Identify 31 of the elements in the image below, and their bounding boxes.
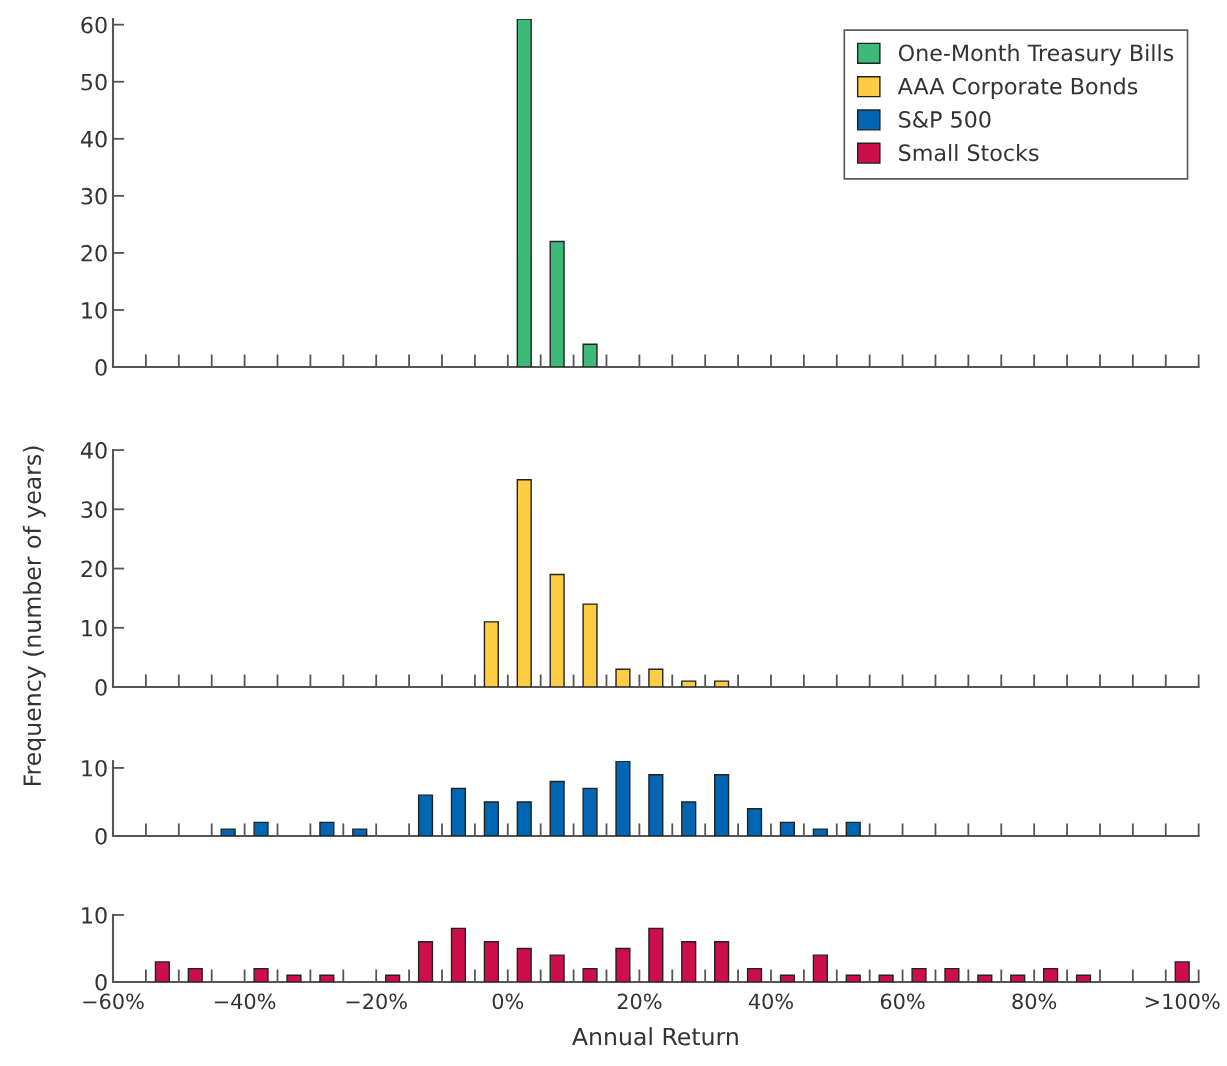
x-tick-label: >100%: [1145, 993, 1220, 1010]
legend-label: Small Stocks: [899, 143, 1039, 162]
y-tick-label: 0: [95, 973, 107, 991]
y-tick-label: 10: [82, 301, 107, 319]
y-tick-label: 10: [82, 759, 107, 777]
y-tick-label: 20: [81, 560, 107, 578]
y-tick-label: 30: [81, 187, 107, 205]
legend-label: AAA Corporate Bonds: [897, 77, 1138, 99]
y-axis-title: Frequency (number of years): [22, 446, 46, 786]
x-tick-label: 40%: [748, 993, 793, 1010]
y-tick-label: 40: [80, 442, 107, 459]
legend-label: One-Month Treasury Bills: [898, 44, 1174, 66]
y-tick-label: 60: [81, 16, 107, 34]
x-axis-title: Annual Return: [572, 1027, 738, 1046]
x-tick-label: 0%: [492, 993, 524, 1010]
x-tick-label: 80%: [1012, 993, 1057, 1010]
x-tick-label: 60%: [880, 993, 925, 1010]
y-tick-label: 10: [82, 906, 107, 924]
y-tick-label: 10: [82, 619, 107, 637]
x-tick-label: 20%: [617, 993, 662, 1010]
y-tick-label: 40: [80, 130, 107, 148]
y-tick-label: 50: [81, 73, 107, 91]
y-tick-label: 0: [95, 678, 107, 696]
legend-label: S&P 500: [899, 111, 991, 128]
y-tick-label: 0: [95, 827, 107, 845]
x-tick-label: −40%: [214, 993, 276, 1010]
y-tick-label: 30: [81, 501, 107, 519]
y-tick-label: 0: [95, 358, 107, 376]
x-tick-label: −60%: [83, 993, 144, 1010]
x-tick-label: −20%: [346, 993, 407, 1010]
y-tick-label: 20: [81, 244, 107, 262]
